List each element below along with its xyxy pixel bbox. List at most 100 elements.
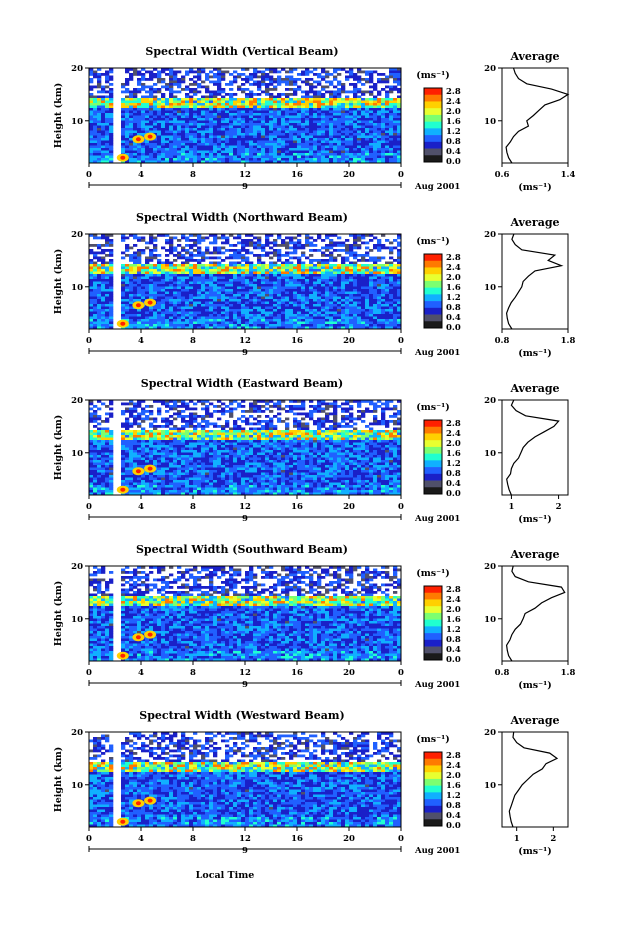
heatmap-cell (325, 128, 329, 131)
heatmap-cell (165, 319, 169, 322)
heatmap-cell (245, 269, 249, 272)
heatmap-cell (125, 146, 129, 149)
heatmap-cell (225, 242, 229, 245)
heatmap-cell (173, 76, 177, 79)
heatmap-cell (105, 91, 109, 94)
heatmap-cell (333, 317, 337, 320)
heatmap-cell (257, 118, 261, 121)
heatmap-cell (249, 284, 253, 287)
heatmap-cell (133, 108, 137, 111)
heatmap-cell (393, 128, 397, 131)
heatmap-cell (133, 71, 137, 74)
heatmap-cell (161, 93, 165, 96)
heatmap-cell (245, 148, 249, 151)
heatmap-cell (273, 71, 277, 74)
heatmap-cell (257, 143, 261, 146)
heatmap-cell (185, 141, 189, 144)
heatmap-cell (105, 141, 109, 144)
heatmap-cell (133, 254, 137, 257)
heatmap-cell (157, 317, 161, 320)
heatmap-cell (285, 307, 289, 310)
heatmap-cell (337, 98, 341, 101)
x-tick-label: 12 (239, 170, 251, 180)
heatmap-cell (189, 148, 193, 151)
heatmap-cell (329, 312, 333, 315)
heatmap-cell (177, 254, 181, 257)
heatmap-cell (93, 287, 97, 290)
heatmap-cell (149, 96, 153, 99)
heatmap-cell (353, 103, 357, 106)
heatmap-cell (157, 262, 161, 265)
heatmap-cell (189, 146, 193, 149)
heatmap-cell (385, 272, 389, 275)
heatmap-cell (105, 302, 109, 305)
heatmap-cell (249, 277, 253, 280)
heatmap-cell (385, 131, 389, 134)
heatmap-cell (377, 138, 381, 141)
heatmap-cell (217, 257, 221, 260)
heatmap-cell (109, 254, 113, 257)
heatmap-cell (281, 81, 285, 84)
heatmap-cell (173, 237, 177, 240)
heatmap-cell (369, 141, 373, 144)
heatmap-cell (129, 108, 133, 111)
heatmap-cell (173, 267, 177, 270)
heatmap-cell (233, 78, 237, 81)
heatmap-cell (341, 249, 345, 252)
heatmap-cell (89, 319, 93, 322)
heatmap-cell (261, 146, 265, 149)
heatmap-cell (93, 151, 97, 154)
heatmap-cell (209, 101, 213, 104)
heatmap-cell (217, 302, 221, 305)
heatmap-cell (157, 292, 161, 295)
heatmap-cell (385, 128, 389, 131)
heatmap-cell (241, 244, 245, 247)
heatmap-cell (89, 299, 93, 302)
heatmap-cell (229, 141, 233, 144)
heatmap-cell (149, 307, 153, 310)
heatmap-cell (385, 106, 389, 109)
heatmap-cell (137, 272, 141, 275)
heatmap-cell (321, 252, 325, 255)
heatmap-cell (289, 317, 293, 320)
heatmap-cell (133, 309, 137, 312)
heatmap-cell (369, 249, 373, 252)
heatmap-cell (265, 128, 269, 131)
heatmap-cell (261, 312, 265, 315)
heatmap-cell (221, 302, 225, 305)
heatmap-cell (285, 133, 289, 136)
heatmap-cell (325, 103, 329, 106)
heatmap-cell (305, 118, 309, 121)
heatmap-cell (389, 116, 393, 119)
heatmap-cell (369, 279, 373, 282)
heatmap-cell (257, 244, 261, 247)
heatmap-cell (161, 299, 165, 302)
heatmap-cell (169, 282, 173, 285)
heatmap-cell (165, 322, 169, 325)
heatmap-cell (353, 86, 357, 89)
heatmap-cell (329, 322, 333, 325)
heatmap-cell (241, 151, 245, 154)
heatmap-cell (345, 319, 349, 322)
heatmap-cell (241, 319, 245, 322)
heatmap-cell (229, 299, 233, 302)
heatmap-cell (153, 287, 157, 290)
heatmap-cell (277, 148, 281, 151)
heatmap-cell (297, 259, 301, 262)
heatmap-cell (393, 289, 397, 292)
heatmap-cell (297, 158, 301, 161)
heatmap-cell (169, 279, 173, 282)
heatmap-cell (297, 294, 301, 297)
heatmap-cell (109, 292, 113, 295)
heatmap-cell (377, 113, 381, 116)
heatmap-cell (253, 103, 257, 106)
heatmap-cell (197, 317, 201, 320)
heatmap-cell (141, 267, 145, 270)
heatmap-cell (309, 264, 313, 267)
heatmap-cell (237, 148, 241, 151)
heatmap-cell (349, 126, 353, 129)
heatmap-cell (345, 264, 349, 267)
heatmap-cell (285, 292, 289, 295)
heatmap-cell (353, 287, 357, 290)
heatmap-cell (277, 111, 281, 114)
